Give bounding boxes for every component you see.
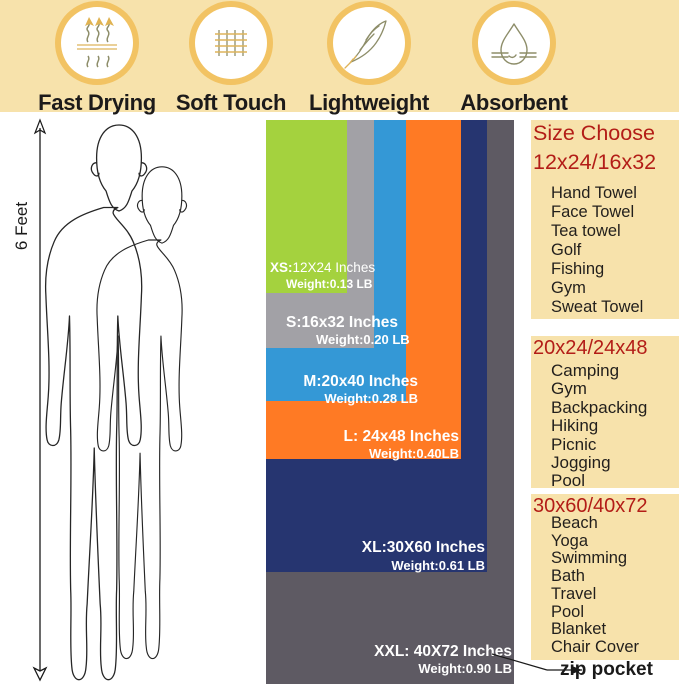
svg-text:6 Feet: 6 Feet — [12, 202, 31, 250]
